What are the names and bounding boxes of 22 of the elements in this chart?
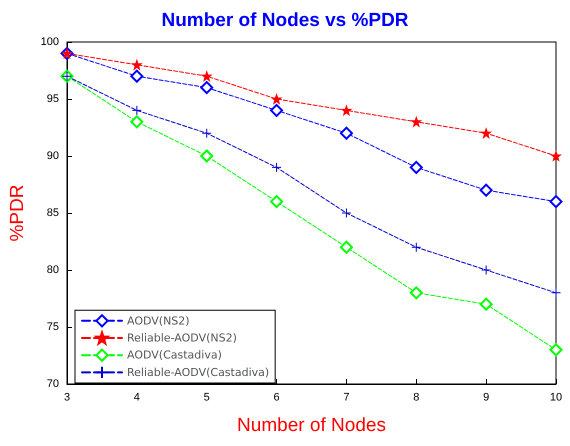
y-tick-label: 100 [40, 36, 59, 48]
y-axis-title: %PDR [7, 184, 28, 242]
x-tick-label: 7 [343, 392, 350, 404]
x-tick-label: 9 [483, 392, 490, 404]
legend-label: Reliable-AODV(NS2) [127, 332, 237, 344]
x-tick-label: 5 [204, 392, 210, 404]
legend-label: AODV(Castadiva) [127, 348, 222, 362]
y-tick-label: 95 [46, 93, 59, 105]
x-tick-label: 10 [550, 392, 562, 404]
y-tick-label: 70 [46, 378, 59, 390]
x-tick-label: 4 [134, 392, 140, 404]
x-tick-label: 6 [274, 392, 280, 404]
y-tick-label: 85 [46, 207, 59, 219]
x-tick-label: 3 [64, 392, 70, 404]
y-tick-label: 75 [46, 321, 59, 333]
y-tick-label: 90 [46, 150, 59, 162]
legend-label: AODV(NS2) [127, 314, 190, 328]
chart-title: Number of Nodes vs %PDR [161, 10, 409, 31]
y-tick-label: 80 [46, 264, 59, 276]
x-tick-label: 8 [413, 392, 420, 404]
x-axis-title: Number of Nodes [237, 415, 386, 436]
legend-label: Reliable-AODV(Castadiva) [127, 366, 270, 379]
